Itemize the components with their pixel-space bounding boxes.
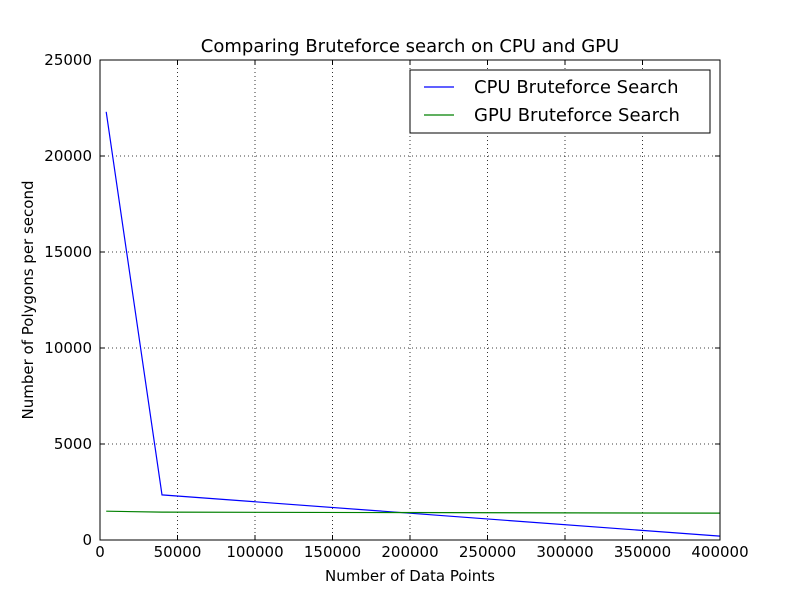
chart-title: Comparing Bruteforce search on CPU and G… [201,36,619,57]
cpu-series-line [105,111,721,537]
legend-box [409,69,711,134]
y-tick-label: 10000 [44,339,92,357]
y-axis-label: Number of Polygons per second [19,181,37,420]
x-tick-label: 100000 [226,543,283,561]
y-tick-label: 20000 [44,147,92,165]
gpu-series-line [106,510,721,514]
legend-label-cpu: CPU Bruteforce Search [474,77,679,98]
series-layer [105,111,721,537]
legend: CPU Bruteforce Search GPU Bruteforce Sea… [409,69,711,134]
tick-labels-layer: 0 50000 100000 150000 200000 250000 300000 3500… [44,51,748,561]
y-tick-label: 5000 [54,435,92,453]
x-tick-label: 50000 [154,543,202,561]
x-axis-label: Number of Data Points [325,567,495,585]
x-tick-label: 150000 [304,543,361,561]
x-tick-label: 400000 [691,543,748,561]
x-tick-label: 200000 [381,543,438,561]
ticks-layer [99,59,721,541]
x-tick-label: 350000 [614,543,671,561]
grid-layer [100,60,720,540]
y-tick-label: 25000 [44,51,92,69]
x-tick-label: 0 [95,543,105,561]
y-tick-label: 0 [82,531,92,549]
x-tick-label: 300000 [536,543,593,561]
legend-label-gpu: GPU Bruteforce Search [474,105,680,126]
x-tick-label: 250000 [459,543,516,561]
y-tick-label: 15000 [44,243,92,261]
